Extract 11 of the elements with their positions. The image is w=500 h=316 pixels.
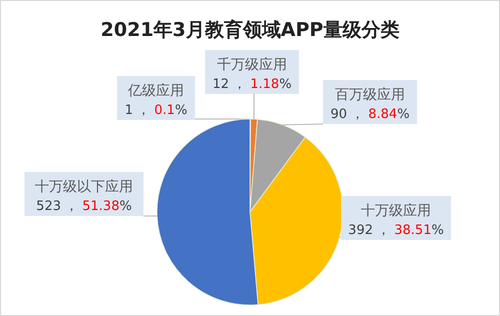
slice-label: 百万级应用 <box>335 87 405 103</box>
data-label: 392 ， 38.51% <box>348 223 444 238</box>
slice-label: 千万级应用 <box>217 57 287 73</box>
slice-label: 十万级应用 <box>361 203 431 219</box>
slice-label: 十万级以下应用 <box>35 179 133 195</box>
data-label: 12 ， 1.18% <box>212 77 292 92</box>
data-label: 1 ， 0.1% <box>124 103 188 118</box>
data-label: 523 ， 51.38% <box>36 199 132 214</box>
slice-label: 亿级应用 <box>127 83 184 99</box>
chart-title: 2021年3月教育领域APP量级分类 <box>100 19 400 41</box>
data-label: 90 ， 8.84% <box>330 107 410 122</box>
